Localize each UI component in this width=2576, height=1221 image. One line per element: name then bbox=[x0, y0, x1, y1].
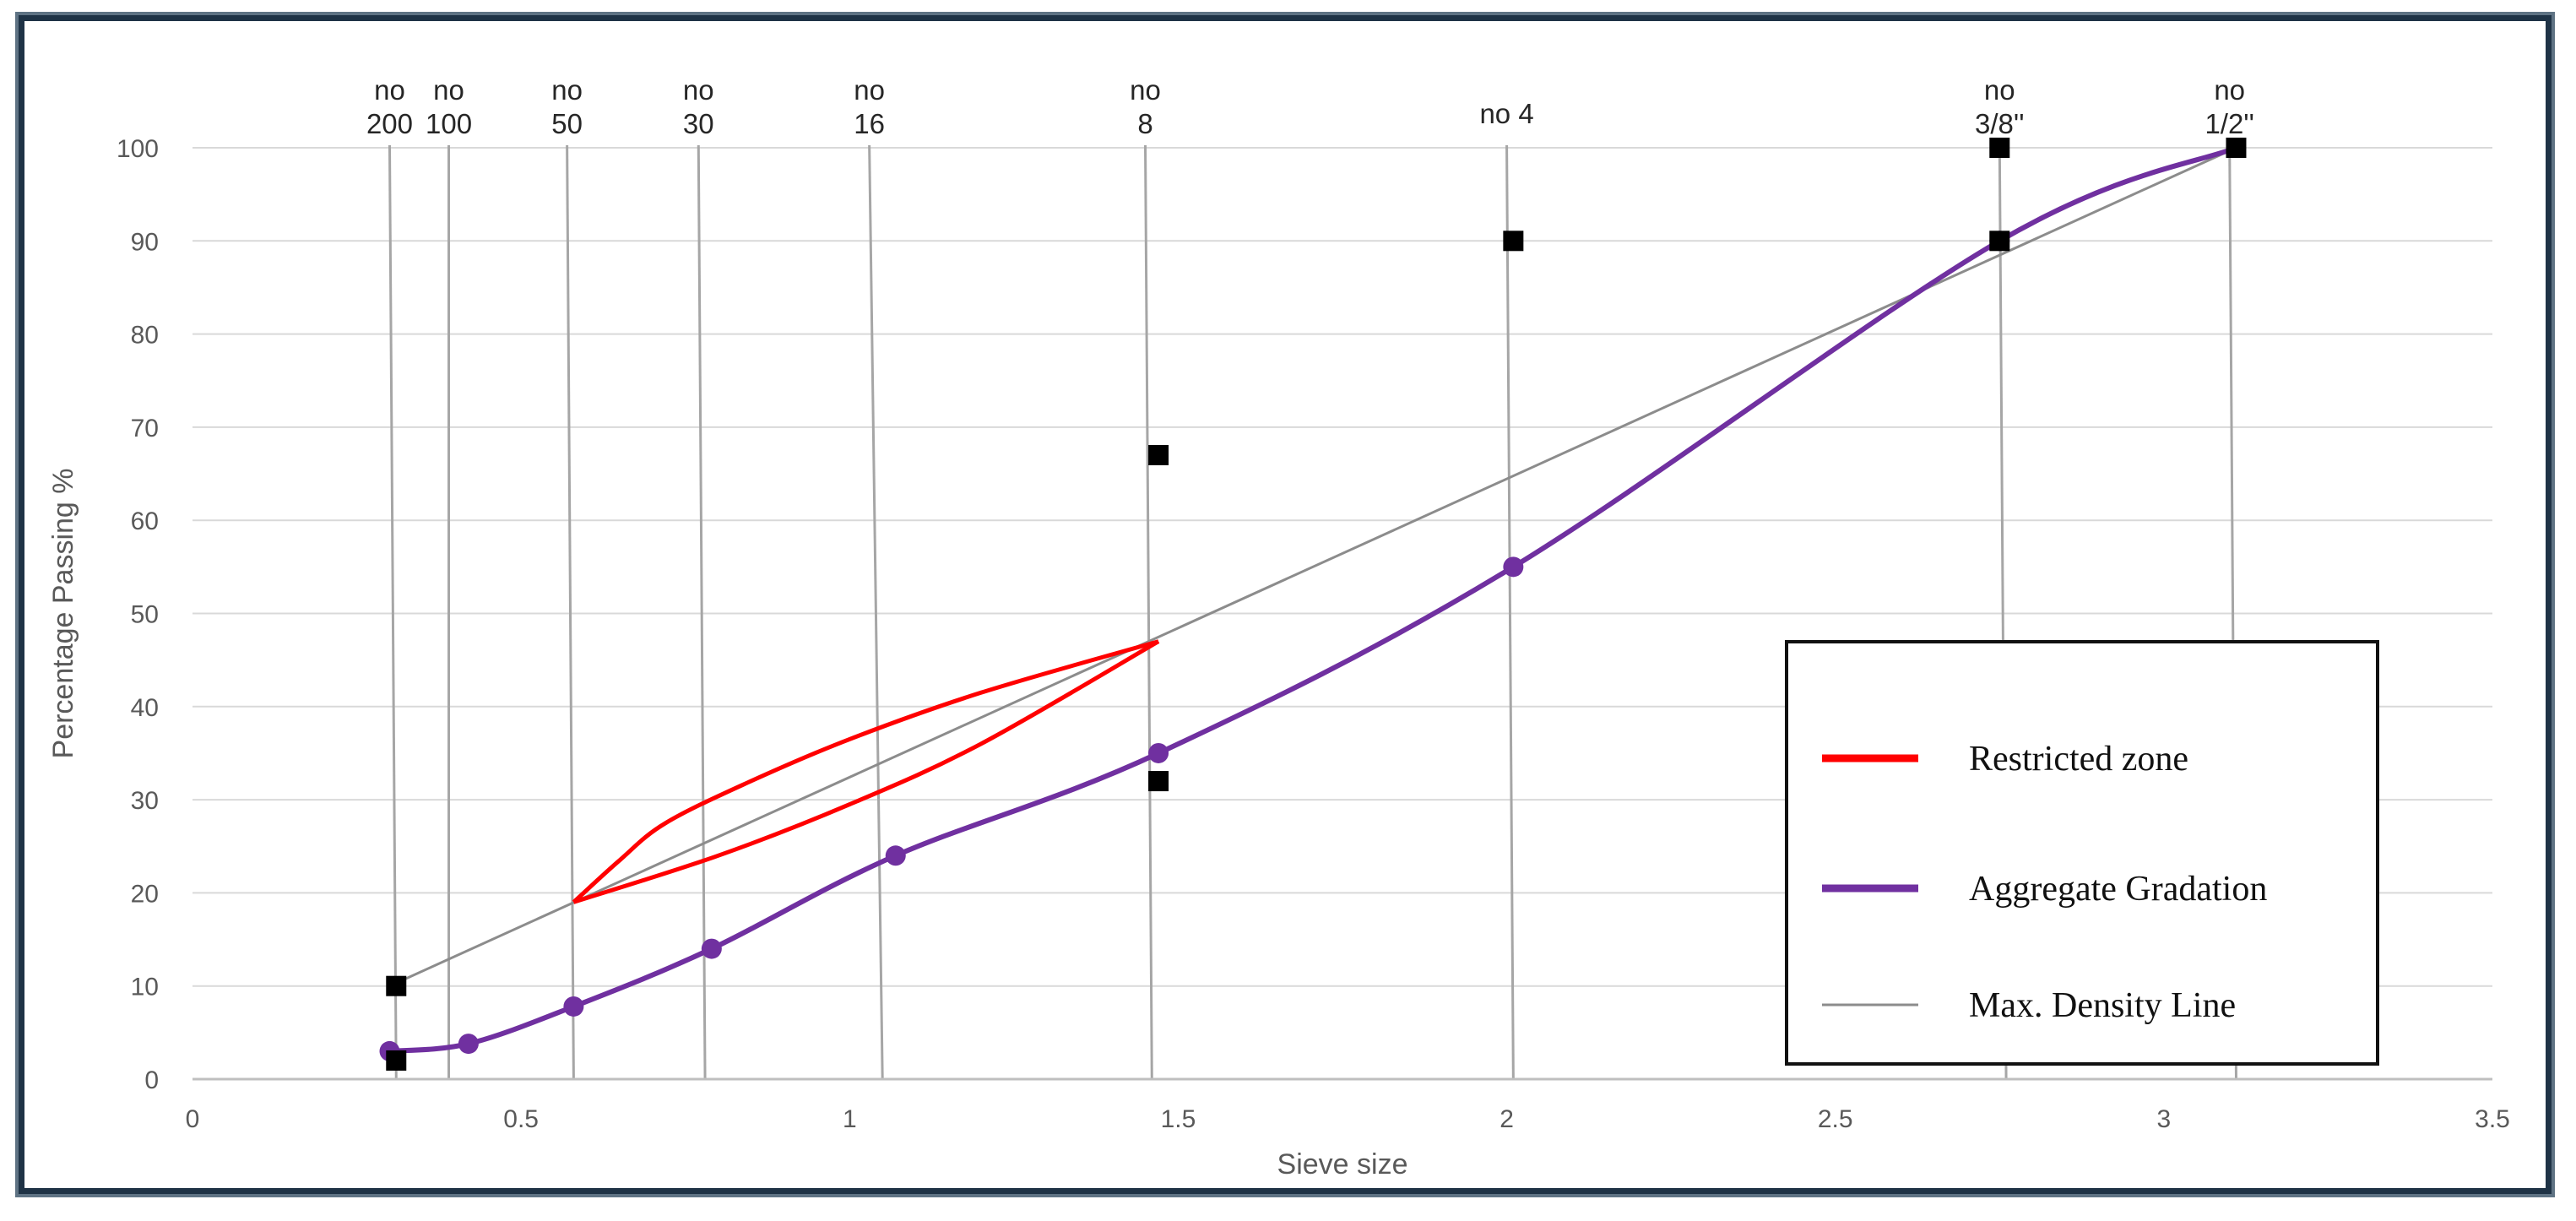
legend-label-max-density-line: Max. Density Line bbox=[1969, 986, 2236, 1025]
sieve-label-2-line-0: no bbox=[551, 74, 583, 106]
y-tick-label-40: 40 bbox=[131, 694, 159, 722]
y-tick-label-70: 70 bbox=[131, 415, 159, 442]
aggregate-gradation-point-6 bbox=[1503, 556, 1524, 578]
y-tick-label-50: 50 bbox=[131, 601, 159, 629]
aggregate-gradation-point-1 bbox=[458, 1034, 479, 1055]
x-tick-label-1_5: 1.5 bbox=[1161, 1105, 1196, 1133]
y-tick-label-30: 30 bbox=[131, 787, 159, 815]
sieve-label-0-line-1: 200 bbox=[366, 108, 413, 139]
sieve-label-1-line-1: 100 bbox=[426, 108, 472, 139]
aggregate-gradation-point-4 bbox=[885, 845, 906, 866]
sieve-label-2-line-1: 50 bbox=[551, 108, 583, 139]
legend-label-restricted-zone: Restricted zone bbox=[1969, 740, 2188, 779]
y-tick-label-80: 80 bbox=[131, 322, 159, 350]
sieve-label-0-line-0: no bbox=[374, 74, 405, 106]
x-tick-label-2_5: 2.5 bbox=[1818, 1105, 1853, 1133]
sieve-label-8-line-1: 1/2'' bbox=[2205, 108, 2253, 139]
x-tick-label-0_5: 0.5 bbox=[503, 1105, 539, 1133]
y-tick-label-60: 60 bbox=[131, 507, 159, 535]
sieve-label-3-line-0: no bbox=[683, 74, 714, 106]
y-tick-label-0: 0 bbox=[144, 1066, 159, 1094]
y-axis-title: Percentage Passing % bbox=[47, 469, 79, 759]
sieve-label-5-line-1: 8 bbox=[1137, 108, 1152, 139]
aggregate-gradation-point-5 bbox=[1148, 742, 1169, 763]
y-tick-label-10: 10 bbox=[131, 974, 159, 1001]
sieve-label-7-line-0: no bbox=[1984, 74, 2015, 106]
aggregate-gradation-point-3 bbox=[701, 938, 722, 959]
control-point-5 bbox=[1989, 231, 2010, 252]
x-axis-title: Sieve size bbox=[1277, 1148, 1408, 1180]
sieve-line-0 bbox=[388, 144, 398, 1080]
sieve-label-8-line-0: no bbox=[2214, 74, 2245, 106]
control-point-1 bbox=[386, 975, 407, 996]
sieve-label-3-line-1: 30 bbox=[683, 108, 714, 139]
sieve-label-6-line-0: no 4 bbox=[1479, 98, 1533, 129]
legend-label-aggregate-gradation: Aggregate Gradation bbox=[1969, 870, 2267, 909]
aggregate-gradation-point-2 bbox=[563, 996, 584, 1017]
restricted-zone-upper bbox=[572, 639, 1159, 904]
control-points bbox=[386, 138, 2247, 1071]
legend: Restricted zone Aggregate Gradation Max.… bbox=[1785, 640, 2379, 1066]
axes: 0 10 20 30 40 50 60 70 80 90 100 0 0.5 1 1.5 2 2.5 3 3.5 bbox=[117, 135, 2510, 1133]
restricted-zone-lower bbox=[572, 639, 1160, 904]
control-point-6 bbox=[1989, 138, 2010, 158]
control-point-0 bbox=[386, 1050, 407, 1071]
sieve-label-5-line-0: no bbox=[1130, 74, 1161, 106]
sieve-label-1-line-0: no bbox=[433, 74, 464, 106]
y-tick-label-20: 20 bbox=[131, 880, 159, 908]
sieve-line-5 bbox=[1144, 144, 1153, 1080]
control-point-4 bbox=[1503, 231, 1524, 252]
sieve-line-2 bbox=[566, 144, 575, 1080]
control-point-2 bbox=[1148, 771, 1169, 792]
control-point-3 bbox=[1148, 444, 1169, 465]
x-tick-label-3_5: 3.5 bbox=[2475, 1105, 2510, 1133]
sieve-line-6 bbox=[1505, 144, 1515, 1080]
y-tick-label-100: 100 bbox=[117, 135, 159, 163]
sieve-line-3 bbox=[697, 144, 707, 1080]
control-point-7 bbox=[2226, 138, 2247, 158]
sieve-label-4-line-1: 16 bbox=[854, 108, 885, 139]
x-tick-label-0: 0 bbox=[186, 1105, 200, 1133]
chart-frame bbox=[19, 15, 2552, 1194]
y-tick-label-90: 90 bbox=[131, 228, 159, 256]
x-tick-label-3: 3 bbox=[2157, 1105, 2172, 1133]
x-tick-label-1: 1 bbox=[843, 1105, 857, 1133]
sieve-label-4-line-0: no bbox=[854, 74, 885, 106]
legend-box bbox=[1785, 640, 2379, 1066]
x-tick-label-2: 2 bbox=[1500, 1105, 1514, 1133]
sieve-label-7-line-1: 3/8'' bbox=[1975, 108, 2024, 139]
sieve-line-4 bbox=[868, 144, 884, 1080]
